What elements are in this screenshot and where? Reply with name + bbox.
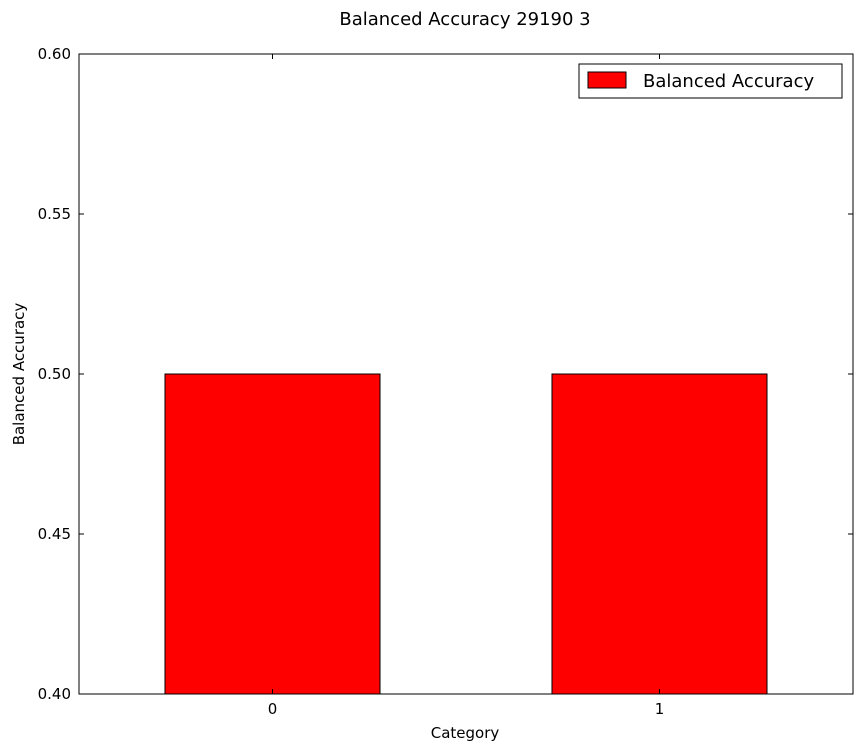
y-tick-label: 0.55 [38,205,71,223]
bar-1 [551,373,768,695]
legend-label: Balanced Accuracy [643,71,814,92]
y-tick-label: 0.45 [38,525,71,543]
y-tick-label: 0.50 [38,365,71,383]
y-axis-label: Balanced Accuracy [10,303,28,446]
x-axis-label: Category [431,724,500,742]
chart-title: Balanced Accuracy 29190 3 [339,9,590,30]
plot-area: 0.40 0.45 0.50 0.55 0.60 0 1 [38,45,854,718]
legend-swatch [587,71,627,89]
bar-0 [164,373,381,695]
y-tick-label: 0.40 [38,685,71,703]
y-tick-label: 0.60 [38,45,71,63]
legend: Balanced Accuracy [578,63,843,99]
x-tick-label: 1 [655,700,665,718]
x-tick-label: 0 [268,700,278,718]
